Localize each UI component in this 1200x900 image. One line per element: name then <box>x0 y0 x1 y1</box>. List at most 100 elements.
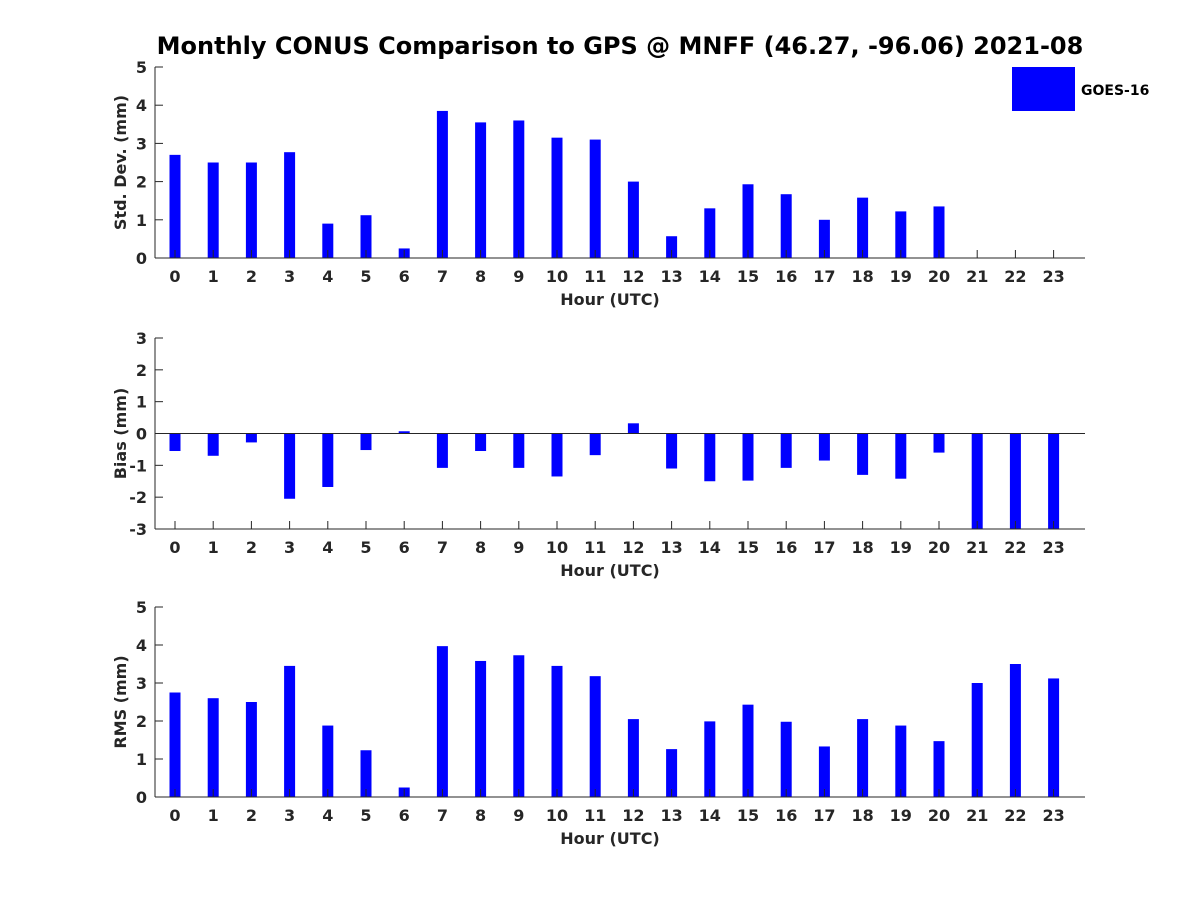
x-tick-label: 10 <box>546 806 568 825</box>
x-tick-label: 14 <box>699 806 721 825</box>
x-tick-label: 14 <box>699 267 721 286</box>
bar-hour-19 <box>895 433 907 479</box>
x-tick-label: 6 <box>399 267 410 286</box>
bar-hour-9 <box>513 433 525 468</box>
bar-hour-4 <box>322 223 334 258</box>
y-tick-label: 5 <box>136 598 147 617</box>
x-tick-label: 21 <box>966 267 988 286</box>
bar-hour-20 <box>933 206 945 258</box>
bar-hour-5 <box>360 215 372 258</box>
y-tick-label: 0 <box>136 425 147 444</box>
bar-hour-22 <box>1009 664 1021 797</box>
y-axis-label: Bias (mm) <box>111 388 130 480</box>
bar-hour-3 <box>284 433 296 499</box>
bar-hour-4 <box>322 433 334 487</box>
bar-hour-14 <box>704 721 716 797</box>
x-tick-label: 20 <box>928 267 950 286</box>
bar-hour-13 <box>666 749 678 797</box>
y-tick-label: -3 <box>129 520 147 539</box>
x-tick-label: 10 <box>546 538 568 557</box>
x-tick-label: 5 <box>360 267 371 286</box>
x-tick-label: 22 <box>1004 538 1026 557</box>
bar-hour-18 <box>857 197 869 258</box>
x-tick-label: 3 <box>284 267 295 286</box>
x-tick-label: 1 <box>208 267 219 286</box>
bar-hour-0 <box>169 154 181 258</box>
bar-hour-5 <box>360 750 372 797</box>
y-tick-label: 1 <box>136 393 147 412</box>
y-tick-label: -2 <box>129 488 147 507</box>
bar-hour-2 <box>245 433 257 443</box>
x-tick-label: 2 <box>246 538 257 557</box>
x-tick-label: 22 <box>1004 267 1026 286</box>
x-tick-label: 16 <box>775 806 797 825</box>
y-tick-label: 0 <box>136 249 147 268</box>
y-tick-label: 3 <box>136 674 147 693</box>
bar-hour-5 <box>360 433 372 451</box>
bar-hour-17 <box>818 219 830 258</box>
bar-hour-1 <box>207 162 219 258</box>
bar-hour-15 <box>742 184 754 258</box>
bar-hour-12 <box>627 181 639 258</box>
x-tick-label: 18 <box>851 806 873 825</box>
x-tick-label: 7 <box>437 538 448 557</box>
x-tick-label: 22 <box>1004 806 1026 825</box>
x-tick-label: 13 <box>660 538 682 557</box>
bar-hour-8 <box>475 660 487 797</box>
x-tick-label: 19 <box>890 538 912 557</box>
bar-hour-1 <box>207 433 219 456</box>
x-tick-label: 12 <box>622 538 644 557</box>
x-tick-label: 20 <box>928 538 950 557</box>
x-tick-label: 13 <box>660 806 682 825</box>
x-tick-label: 8 <box>475 538 486 557</box>
bar-hour-16 <box>780 721 792 797</box>
x-tick-label: 23 <box>1042 538 1064 557</box>
bar-hour-3 <box>284 665 296 797</box>
x-tick-label: 8 <box>475 806 486 825</box>
x-axis-label: Hour (UTC) <box>560 290 660 309</box>
bar-hour-7 <box>436 433 448 468</box>
x-axis-label: Hour (UTC) <box>560 561 660 580</box>
bar-hour-4 <box>322 725 334 797</box>
x-tick-label: 5 <box>360 538 371 557</box>
bar-hour-21 <box>971 433 983 529</box>
x-tick-label: 17 <box>813 267 835 286</box>
x-tick-label: 11 <box>584 267 606 286</box>
x-tick-label: 16 <box>775 267 797 286</box>
x-tick-label: 9 <box>513 267 524 286</box>
bar-hour-0 <box>169 692 181 797</box>
x-tick-label: 0 <box>169 267 180 286</box>
bar-hour-13 <box>666 236 678 258</box>
bar-hour-18 <box>857 433 869 475</box>
y-tick-label: 5 <box>136 58 147 77</box>
y-tick-label: 2 <box>136 361 147 380</box>
legend: GOES-16 <box>1012 67 1149 111</box>
x-tick-label: 19 <box>890 806 912 825</box>
x-tick-label: 6 <box>399 538 410 557</box>
bar-hour-20 <box>933 741 945 797</box>
x-tick-label: 1 <box>208 538 219 557</box>
bar-hour-15 <box>742 704 754 797</box>
bar-hour-0 <box>169 433 181 452</box>
bar-hour-11 <box>589 433 601 456</box>
bar-hour-7 <box>436 110 448 259</box>
bar-hour-7 <box>436 646 448 797</box>
x-axis-label: Hour (UTC) <box>560 829 660 848</box>
y-tick-label: 1 <box>136 211 147 230</box>
bar-hour-20 <box>933 433 945 453</box>
x-tick-label: 0 <box>169 538 180 557</box>
x-tick-label: 14 <box>699 538 721 557</box>
bar-hour-1 <box>207 698 219 797</box>
bar-hour-10 <box>551 433 563 477</box>
x-tick-label: 23 <box>1042 267 1064 286</box>
y-tick-label: -1 <box>129 456 147 475</box>
bar-hour-9 <box>513 655 525 797</box>
bar-hour-23 <box>1048 678 1060 797</box>
x-tick-label: 23 <box>1042 806 1064 825</box>
x-tick-label: 15 <box>737 806 759 825</box>
bar-hour-21 <box>971 683 983 797</box>
bar-hour-9 <box>513 120 525 258</box>
